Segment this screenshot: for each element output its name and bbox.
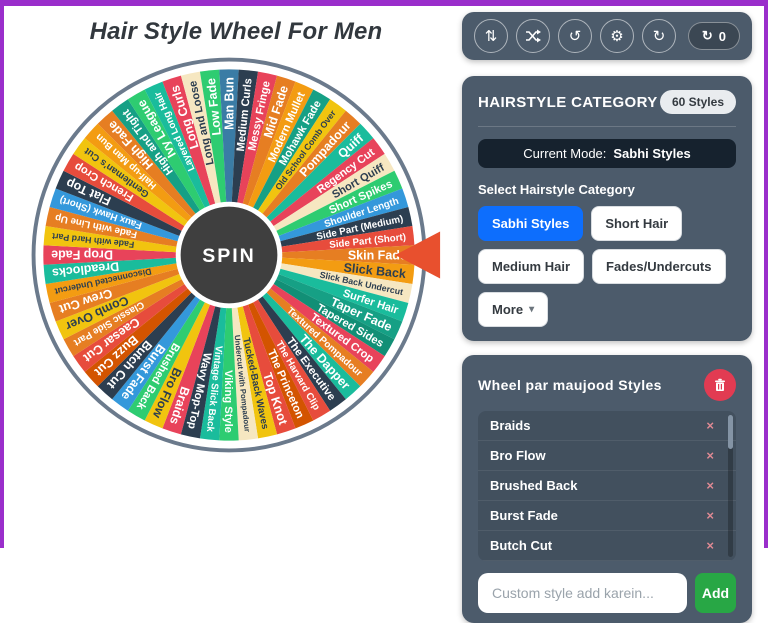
- current-mode-value: Sabhi Styles: [613, 146, 691, 161]
- remove-style-button[interactable]: ×: [706, 508, 714, 523]
- remove-style-button[interactable]: ×: [706, 478, 714, 493]
- list-item: Burst Fade ×: [478, 501, 736, 531]
- page-title: Hair Style Wheel For Men: [89, 18, 383, 45]
- wheel-segment-label: Dreadlocks: [51, 259, 120, 280]
- list-item: Braids ×: [478, 411, 736, 441]
- style-name: Butch Cut: [490, 538, 553, 553]
- spin-label[interactable]: SPIN: [202, 245, 255, 267]
- clear-all-button[interactable]: [704, 369, 736, 401]
- history-button[interactable]: ↺: [558, 19, 592, 53]
- wheel-segment-label: Skin Fade: [348, 248, 407, 262]
- add-style-row: Add: [478, 573, 736, 613]
- redo-button[interactable]: ↻: [642, 19, 676, 53]
- redo-icon: ↻: [652, 27, 666, 45]
- styles-panel-title: Wheel par maujood Styles: [478, 377, 662, 393]
- category-button-label: Sabhi Styles: [492, 216, 570, 231]
- list-item: Brushed Back ×: [478, 471, 736, 501]
- wheel-section: Hair Style Wheel For Men Braids Bro Flow B…: [10, 12, 462, 548]
- category-button-label: Fades/Undercuts: [606, 259, 712, 274]
- styles-panel: Wheel par maujood Styles Braids × Bro Fl…: [462, 355, 752, 623]
- category-button-label: Medium Hair: [492, 259, 571, 274]
- trash-icon: [715, 378, 725, 391]
- chevron-down-icon: ▾: [529, 304, 535, 315]
- wheel-pointer: [395, 231, 441, 279]
- scrollbar[interactable]: [728, 415, 733, 557]
- wheel-segment: [229, 245, 415, 265]
- wheel-segment: [219, 255, 239, 441]
- wheel-segment: [219, 69, 239, 255]
- category-button-label: Short Hair: [605, 216, 669, 231]
- remove-style-button[interactable]: ×: [706, 418, 714, 433]
- category-panel: HAIRSTYLE CATEGORY 60 Styles Current Mod…: [462, 76, 752, 341]
- style-name: Burst Fade: [490, 508, 558, 523]
- remove-style-button[interactable]: ×: [706, 448, 714, 463]
- category-panel-title: HAIRSTYLE CATEGORY: [478, 93, 658, 111]
- category-buttons: Sabhi Styles Short Hair Medium Hair Fade…: [478, 206, 736, 327]
- wheel-segment-label: Drop Fade: [51, 248, 113, 262]
- style-name: Brushed Back: [490, 478, 578, 493]
- category-button-sabhi-styles[interactable]: Sabhi Styles: [478, 206, 584, 241]
- category-button-label: More: [492, 302, 524, 317]
- shuffle-icon: [526, 29, 541, 43]
- category-button-short-hair[interactable]: Short Hair: [591, 206, 683, 241]
- styles-count-badge: 60 Styles: [659, 90, 736, 114]
- remove-style-button[interactable]: ×: [706, 538, 714, 553]
- current-mode-label: Current Mode:: [523, 146, 607, 161]
- wheel-styles-list: Braids × Bro Flow × Brushed Back × Burst…: [478, 411, 736, 561]
- list-item: Butch Cut ×: [478, 531, 736, 561]
- category-button-more[interactable]: More ▾: [478, 292, 549, 327]
- wheel-segment-label: Viking Style: [222, 370, 234, 433]
- spin-counter-value: 0: [718, 28, 726, 44]
- spin-counter-icon: ↻: [701, 28, 713, 43]
- style-name: Braids: [490, 418, 531, 433]
- settings-icon: ⚙: [610, 27, 624, 45]
- wheel-segment: [43, 245, 229, 265]
- wheel-segment-label: Man Bun: [222, 77, 236, 130]
- divider: [478, 126, 736, 127]
- settings-button[interactable]: ⚙: [600, 19, 634, 53]
- history-icon: ↺: [568, 27, 582, 45]
- custom-style-input[interactable]: [478, 573, 687, 613]
- category-button-medium-hair[interactable]: Medium Hair: [478, 249, 585, 284]
- hairstyle-wheel: Braids Bro Flow Brushed Back Burst Fade Butc…: [14, 40, 444, 470]
- current-mode-bar: Current Mode: Sabhi Styles: [478, 139, 736, 168]
- shuffle-button[interactable]: [516, 19, 550, 53]
- sort-button[interactable]: ⇅: [474, 19, 508, 53]
- sort-icon: ⇅: [484, 27, 498, 45]
- list-item: Bro Flow ×: [478, 441, 736, 471]
- wheel-segment-label: Low Fade: [204, 77, 224, 136]
- select-category-label: Select Hairstyle Category: [478, 182, 635, 197]
- control-panel: ⇅ ↺ ⚙ ↻ ↻ 0 HAIRSTYLE CATEGORY 60 Styles: [462, 12, 752, 623]
- add-style-button[interactable]: Add: [695, 573, 736, 613]
- category-button-fades-undercuts[interactable]: Fades/Undercuts: [592, 249, 726, 284]
- spin-counter: ↻ 0: [687, 22, 740, 50]
- style-name: Bro Flow: [490, 448, 546, 463]
- wheel-toolbar: ⇅ ↺ ⚙ ↻ ↻ 0: [462, 12, 752, 60]
- spin-button[interactable]: [175, 201, 283, 309]
- scrollbar-thumb[interactable]: [728, 415, 733, 449]
